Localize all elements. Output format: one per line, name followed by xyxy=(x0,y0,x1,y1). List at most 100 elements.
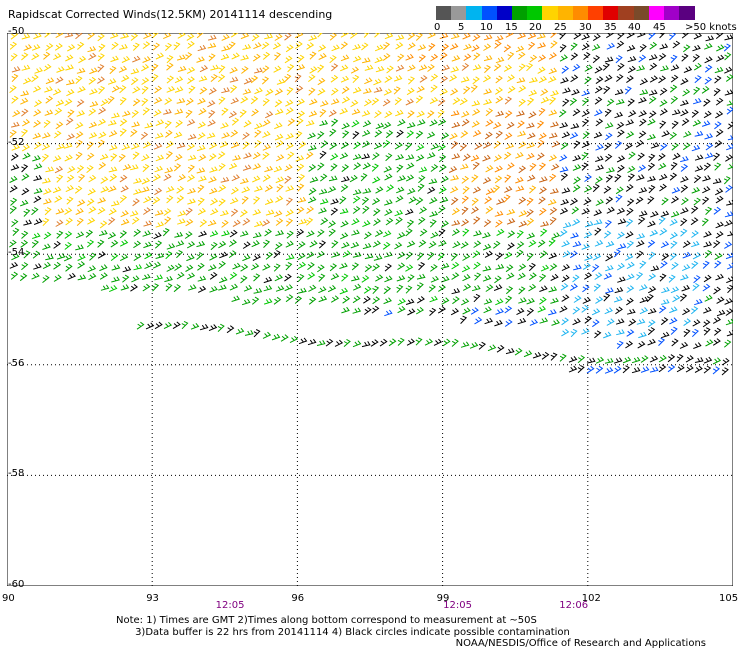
wind-barb xyxy=(496,198,505,205)
wind-barb xyxy=(604,307,613,315)
wind-barb xyxy=(53,241,61,249)
wind-barb xyxy=(331,118,339,127)
wind-barb xyxy=(648,54,658,61)
wind-barb xyxy=(573,176,581,185)
wind-barb xyxy=(298,218,307,225)
wind-barb xyxy=(285,240,294,248)
wind-barb xyxy=(562,87,571,94)
wind-barb xyxy=(163,208,172,216)
wind-barb xyxy=(715,33,724,39)
wind-barb xyxy=(692,53,700,62)
wind-barb xyxy=(429,196,438,204)
wind-barb xyxy=(42,132,51,139)
wind-barb xyxy=(394,209,404,217)
wind-barb xyxy=(119,97,127,106)
wind-barb xyxy=(694,130,704,137)
wind-barb xyxy=(538,75,548,84)
wind-barb xyxy=(33,218,43,225)
wind-barb xyxy=(341,96,351,104)
wind-barb xyxy=(582,97,590,107)
wind-barb xyxy=(379,338,388,347)
wind-barb xyxy=(276,78,286,85)
wind-barb xyxy=(639,296,649,304)
wind-barb xyxy=(569,283,578,291)
wind-barb xyxy=(627,165,636,174)
wind-barb xyxy=(33,109,42,117)
wind-barb xyxy=(429,210,439,217)
wind-barb xyxy=(463,53,472,62)
wind-barb xyxy=(418,262,426,271)
wind-barb xyxy=(627,56,637,63)
wind-barb xyxy=(185,218,194,227)
wind-barb xyxy=(242,132,250,140)
wind-barb xyxy=(111,112,120,119)
wind-barb xyxy=(526,209,534,217)
wind-barb xyxy=(219,276,228,284)
wind-barb xyxy=(52,186,62,194)
wind-barb xyxy=(97,207,106,215)
wind-barb xyxy=(441,43,450,52)
wind-barb xyxy=(526,142,536,149)
wind-barb xyxy=(406,122,416,129)
wind-barb xyxy=(317,162,325,171)
wind-barb xyxy=(372,285,380,295)
wind-barb xyxy=(715,129,724,137)
wind-barb xyxy=(667,364,676,373)
wind-barb xyxy=(469,341,479,349)
wind-barb xyxy=(382,53,391,61)
wind-barb xyxy=(595,155,604,162)
wind-barb xyxy=(670,286,680,294)
wind-barb xyxy=(680,175,689,183)
wind-barb xyxy=(591,264,600,272)
wind-barb xyxy=(470,154,480,162)
wind-barb xyxy=(405,142,413,151)
wind-barb xyxy=(97,53,105,62)
wind-barb xyxy=(327,285,337,293)
wind-barb xyxy=(142,56,151,63)
wind-barb xyxy=(471,206,479,214)
wind-barb xyxy=(482,232,491,239)
wind-barb xyxy=(10,153,19,161)
wind-barb xyxy=(638,54,647,63)
wind-barb xyxy=(131,121,140,128)
wind-barb xyxy=(461,195,469,204)
wind-barb xyxy=(603,85,611,95)
wind-barb xyxy=(416,85,425,93)
wind-barb xyxy=(294,73,302,83)
wind-barb xyxy=(296,229,305,237)
wind-barb xyxy=(9,205,17,214)
wind-barb xyxy=(133,188,142,195)
wind-barb xyxy=(100,186,110,193)
wind-barb xyxy=(484,131,493,140)
wind-barb xyxy=(451,220,461,226)
wind-barb xyxy=(87,33,95,40)
wind-barb xyxy=(372,176,381,184)
wind-barb xyxy=(637,341,646,349)
wind-barb xyxy=(669,317,678,325)
wind-barb xyxy=(185,52,193,61)
wind-barb xyxy=(681,284,691,292)
wind-barb xyxy=(110,239,119,248)
wind-barb xyxy=(407,76,415,85)
wind-barb xyxy=(111,276,120,283)
wind-barb xyxy=(77,86,86,93)
wind-barb xyxy=(120,33,130,39)
wind-barb xyxy=(351,275,360,282)
wind-barb xyxy=(626,273,635,281)
wind-barb xyxy=(626,261,635,270)
wind-barb xyxy=(538,196,546,205)
wind-barb xyxy=(503,151,512,160)
wind-barb xyxy=(45,166,55,173)
wind-barb xyxy=(231,174,240,182)
wind-barb xyxy=(21,119,31,127)
wind-barb xyxy=(108,130,118,137)
wind-barb xyxy=(615,318,625,325)
wind-barb xyxy=(406,338,415,346)
wind-barb xyxy=(433,338,443,346)
wind-barb xyxy=(462,186,470,195)
wind-barb xyxy=(615,306,623,315)
wind-barb xyxy=(527,33,537,40)
wind-barb xyxy=(54,195,63,203)
wind-barb xyxy=(197,285,207,293)
wind-barb xyxy=(613,249,621,258)
